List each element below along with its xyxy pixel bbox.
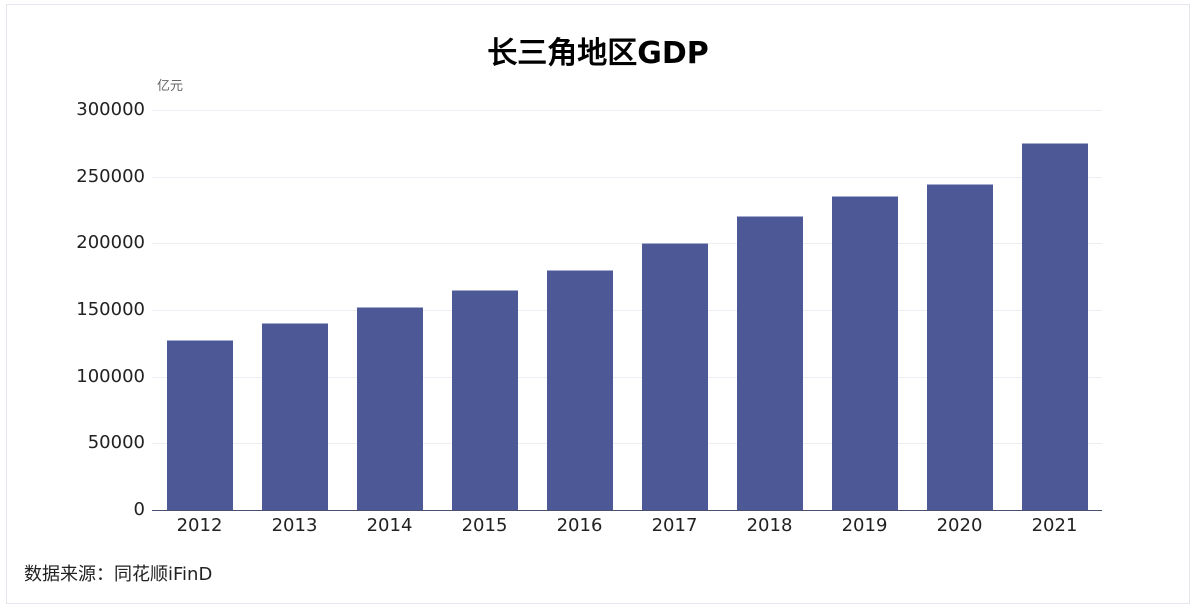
y-tick-label: 0	[133, 499, 145, 520]
y-tick-label: 150000	[76, 299, 145, 320]
bar-2015[interactable]	[451, 290, 518, 510]
bar-2013[interactable]	[261, 322, 328, 510]
x-tick-label: 2020	[936, 515, 983, 536]
y-tick-label: 200000	[76, 232, 145, 254]
gridline	[152, 310, 1102, 311]
bar-2017[interactable]	[641, 242, 708, 510]
y-tick-label: 300000	[76, 99, 145, 120]
x-tick-label: 2017	[651, 515, 698, 536]
x-tick-label: 2012	[176, 515, 223, 536]
y-axis-unit: 亿元	[157, 79, 184, 94]
x-tick-label: 2014	[366, 515, 413, 536]
x-tick-label: 2013	[271, 515, 318, 536]
x-tick-label: 2018	[746, 515, 793, 536]
x-tick-label: 2021	[1031, 515, 1078, 536]
x-tick-label: 2015	[461, 515, 508, 536]
plot-area: 2012 2013 2014 2015 2016 2017 2018 2019 2020 2021	[152, 110, 1102, 536]
y-tick-label: 250000	[76, 165, 145, 187]
bar-2014[interactable]	[356, 306, 423, 510]
gridline	[152, 376, 1102, 378]
bar-2021[interactable]	[1021, 143, 1088, 510]
data-source-note: 数据来源：同花顺iFinD	[24, 564, 213, 585]
x-tick-label: 2016	[556, 515, 603, 536]
y-tick-label: 100000	[76, 365, 145, 387]
gridline	[152, 443, 1102, 445]
bar-2012[interactable]	[166, 340, 233, 510]
x-axis-line	[152, 510, 1102, 511]
gridline	[152, 110, 1102, 111]
chart-title: 长三角地区GDP	[487, 36, 709, 71]
x-tick-label: 2019	[841, 515, 888, 536]
gridline	[152, 176, 1102, 178]
gridline	[152, 243, 1102, 245]
y-tick-label: 50000	[87, 432, 145, 454]
chart-frame	[6, 4, 1190, 604]
bar-2016[interactable]	[546, 270, 613, 510]
bar-2018[interactable]	[736, 216, 803, 510]
bar-2020[interactable]	[926, 183, 993, 510]
bar-2019[interactable]	[831, 196, 898, 510]
